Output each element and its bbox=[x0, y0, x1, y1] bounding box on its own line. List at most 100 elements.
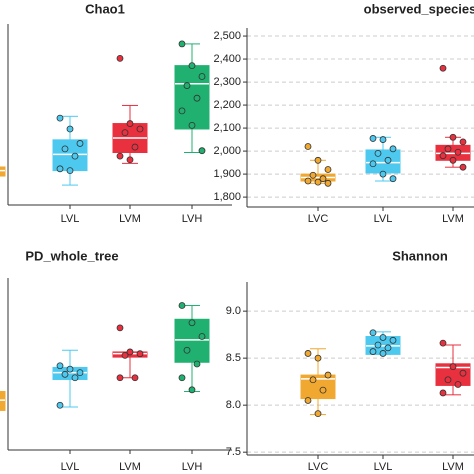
data-point bbox=[71, 374, 79, 382]
data-point bbox=[66, 125, 74, 133]
data-point bbox=[324, 179, 332, 187]
x-tick-label: LVM bbox=[442, 213, 464, 225]
data-point bbox=[379, 170, 387, 178]
panel-title: observed_species bbox=[364, 1, 474, 16]
data-point bbox=[304, 143, 312, 150]
data-point bbox=[304, 397, 312, 404]
data-point bbox=[369, 135, 377, 142]
data-point bbox=[449, 156, 457, 164]
data-point bbox=[369, 348, 377, 355]
x-tick-label: LVL bbox=[374, 461, 393, 473]
data-point bbox=[61, 145, 69, 153]
data-point bbox=[459, 138, 467, 146]
data-point bbox=[116, 152, 124, 160]
data-point bbox=[444, 376, 452, 384]
data-point bbox=[126, 348, 134, 356]
data-point bbox=[131, 143, 139, 151]
data-point bbox=[304, 350, 312, 357]
data-point bbox=[319, 386, 327, 394]
data-point bbox=[439, 64, 447, 72]
data-point bbox=[183, 82, 191, 89]
data-point bbox=[131, 374, 139, 382]
y-tick-label: 8.0 bbox=[226, 399, 241, 411]
x-tick-label: LVM bbox=[442, 461, 464, 473]
y-tick-label: 2,300 bbox=[213, 76, 241, 88]
data-point bbox=[314, 410, 322, 418]
data-point bbox=[384, 344, 392, 352]
box bbox=[174, 318, 210, 363]
data-point bbox=[439, 339, 447, 347]
data-point bbox=[136, 125, 144, 133]
data-point bbox=[193, 360, 201, 368]
data-point bbox=[56, 114, 64, 122]
box bbox=[0, 391, 6, 411]
x-tick-label: LVH bbox=[182, 213, 203, 225]
data-point bbox=[309, 171, 317, 179]
data-point bbox=[136, 350, 144, 358]
x-tick-label: LVL bbox=[374, 213, 393, 225]
y-tick-label: 2,200 bbox=[213, 99, 241, 111]
data-point bbox=[116, 374, 124, 382]
data-point bbox=[178, 107, 186, 115]
data-point bbox=[459, 369, 467, 377]
data-point bbox=[454, 148, 462, 156]
data-point bbox=[76, 369, 84, 377]
data-point bbox=[374, 341, 382, 349]
data-point bbox=[76, 140, 84, 147]
data-point bbox=[56, 401, 64, 409]
y-tick-label: 2,500 bbox=[213, 30, 241, 42]
data-point bbox=[314, 354, 322, 362]
data-point bbox=[459, 163, 467, 171]
data-point bbox=[324, 371, 332, 379]
data-point bbox=[389, 175, 397, 183]
x-tick-label: LVM bbox=[119, 461, 141, 473]
box bbox=[0, 166, 6, 177]
data-point bbox=[379, 334, 387, 341]
data-point bbox=[384, 156, 392, 164]
data-point bbox=[444, 145, 452, 153]
data-point bbox=[454, 381, 462, 388]
data-point bbox=[188, 62, 196, 70]
data-point bbox=[193, 94, 201, 102]
data-point bbox=[374, 149, 382, 157]
data-point bbox=[319, 175, 327, 183]
data-point bbox=[369, 329, 377, 337]
x-tick-label: LVC bbox=[308, 461, 329, 473]
y-tick-label: 2,400 bbox=[213, 53, 241, 65]
y-tick-label: 1,900 bbox=[213, 168, 241, 180]
data-point bbox=[56, 165, 64, 173]
y-tick-label: 8.5 bbox=[226, 352, 241, 364]
data-point bbox=[188, 121, 196, 129]
data-point bbox=[66, 365, 74, 373]
x-tick-label: LVL bbox=[61, 461, 80, 473]
x-tick-label: LVL bbox=[61, 213, 80, 225]
data-point bbox=[126, 156, 134, 164]
data-point bbox=[71, 152, 79, 160]
data-point bbox=[121, 129, 129, 137]
data-point bbox=[379, 136, 387, 143]
panel-title: Chao1 bbox=[85, 1, 125, 16]
y-tick-label: 2,100 bbox=[213, 122, 241, 134]
y-tick-label: 2,000 bbox=[213, 145, 241, 157]
x-tick-label: LVM bbox=[119, 213, 141, 225]
y-tick-label: 9.0 bbox=[226, 305, 241, 317]
data-point bbox=[314, 178, 322, 186]
x-tick-label: LVH bbox=[182, 461, 203, 473]
box bbox=[300, 374, 336, 400]
data-point bbox=[188, 319, 196, 327]
data-point bbox=[389, 145, 397, 153]
x-tick-label: LVC bbox=[308, 213, 329, 225]
data-point bbox=[449, 363, 457, 371]
data-point bbox=[449, 133, 457, 141]
data-point bbox=[198, 333, 206, 340]
data-point bbox=[183, 346, 191, 354]
data-point bbox=[198, 73, 206, 80]
y-tick-label: 1,800 bbox=[213, 191, 241, 203]
data-point bbox=[116, 324, 124, 332]
data-point bbox=[178, 40, 186, 48]
data-point bbox=[439, 152, 447, 160]
data-point bbox=[309, 376, 317, 384]
y-tick-label: 7.5 bbox=[226, 446, 241, 458]
data-point bbox=[439, 389, 447, 397]
